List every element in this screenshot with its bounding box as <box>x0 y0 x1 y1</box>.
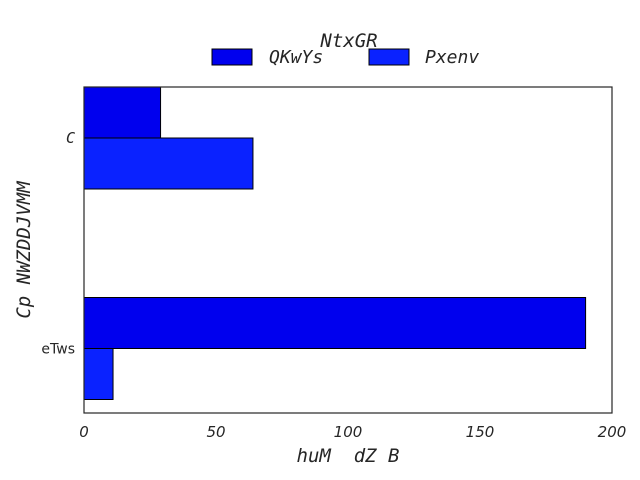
y-tick-label-etws: eTws <box>41 342 75 358</box>
x-tick-label-200: 200 <box>598 423 627 441</box>
legend-label-qkwys: QKwYs <box>269 47 323 68</box>
chart-title: NtxGR <box>319 30 377 52</box>
bar-pxenv-etws <box>83 348 114 400</box>
legend: QKwYs Pxenv <box>211 47 479 68</box>
x-tick-label-50: 50 <box>206 423 225 441</box>
legend-label-pxenv: Pxenv <box>425 47 479 68</box>
legend-swatch-qkwys <box>211 48 253 66</box>
legend-swatch-pxenv <box>368 48 410 66</box>
x-tick-label-100: 100 <box>334 423 363 441</box>
x-axis-label: huM dZ B <box>297 445 400 467</box>
bar-qkwys-etws <box>83 297 587 349</box>
bars-group <box>83 86 587 400</box>
x-axis-ticks: 0 50 100 150 200 <box>79 423 626 441</box>
y-tick-label-c: C <box>66 129 75 147</box>
bar-pxenv-c <box>83 137 254 190</box>
plot-area-frame <box>83 86 613 414</box>
bar-qkwys-c <box>83 86 162 139</box>
x-tick-label-0: 0 <box>79 423 89 441</box>
y-axis-label: Cp NWZDDJVMM <box>13 181 35 319</box>
x-tick-label-150: 150 <box>466 423 495 441</box>
